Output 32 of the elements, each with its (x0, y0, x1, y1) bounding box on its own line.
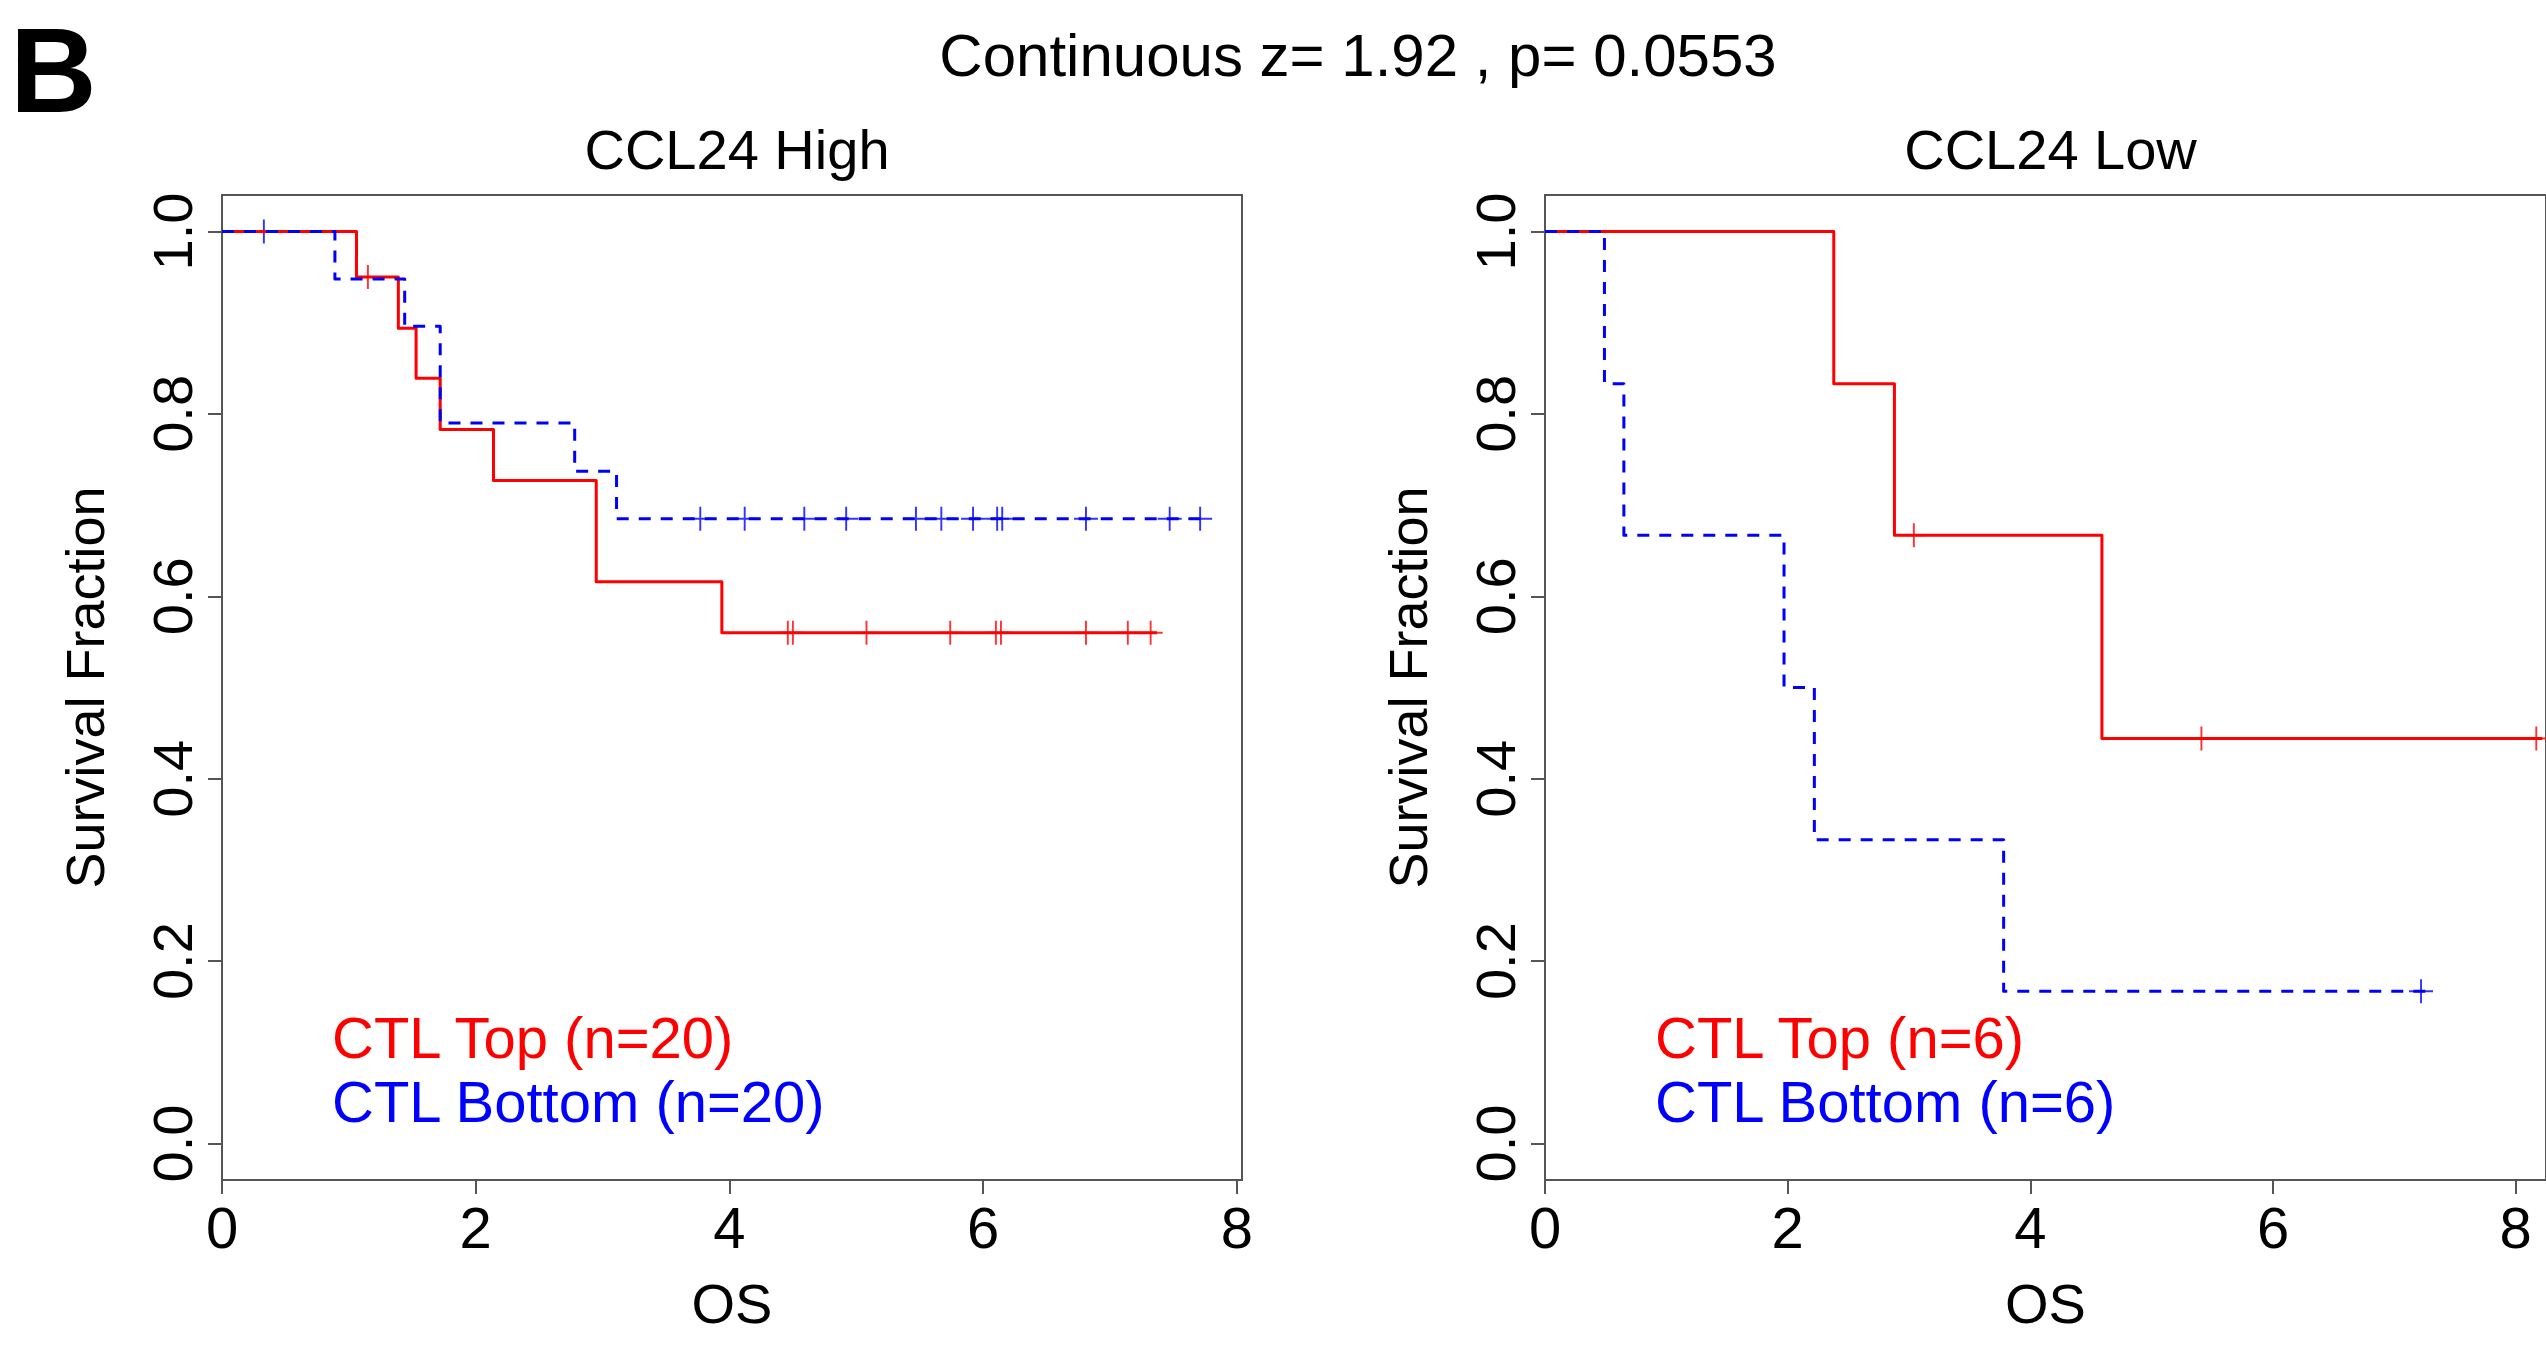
y-tick-label: 0.2 (140, 922, 204, 1001)
x-tick-label: 6 (2256, 1194, 2290, 1260)
y-tick-label: 0.0 (140, 1104, 204, 1183)
y-tick-label: 0.8 (140, 374, 204, 453)
y-tick-label: 0.6 (1463, 557, 1527, 636)
x-tick-label: 2 (1771, 1194, 1804, 1260)
x-tick-label: 2 (459, 1194, 492, 1260)
x-axis-title: OS (691, 1271, 773, 1335)
y-tick-label: 0.0 (1463, 1104, 1527, 1183)
chart-title: CCL24 High (584, 117, 890, 181)
y-tick-label: 0.4 (1463, 739, 1527, 818)
x-tick-label: 8 (2499, 1194, 2532, 1260)
text: CTL Top (n=6) (1655, 1004, 2025, 1070)
text: B (10, 7, 97, 137)
y-tick-label: 0.4 (140, 739, 204, 818)
x-tick-label: 6 (967, 1194, 1000, 1260)
x-tick-label: 8 (1220, 1194, 1254, 1260)
y-tick-label: 1.0 (140, 192, 204, 271)
x-tick-label: 0 (205, 1194, 239, 1260)
x-tick-label: 4 (713, 1194, 746, 1260)
y-tick-label: 1.0 (1463, 192, 1527, 271)
x-axis-title: OS (2005, 1271, 2086, 1335)
x-tick-label: 0 (1528, 1194, 1562, 1260)
y-tick-label: 0.8 (1463, 374, 1527, 453)
text: CTL Top (n=20) (332, 1004, 734, 1070)
y-tick-label: 0.6 (140, 557, 204, 636)
chart-title: CCL24 Low (1904, 117, 2198, 181)
y-axis-title: Survival Fraction (1378, 486, 1438, 889)
x-tick-label: 4 (2014, 1194, 2047, 1260)
text: Continuous z= 1.92 , p= 0.0553 (939, 22, 1777, 89)
y-tick-label: 0.2 (1463, 922, 1527, 1001)
y-axis-title: Survival Fraction (55, 486, 115, 889)
